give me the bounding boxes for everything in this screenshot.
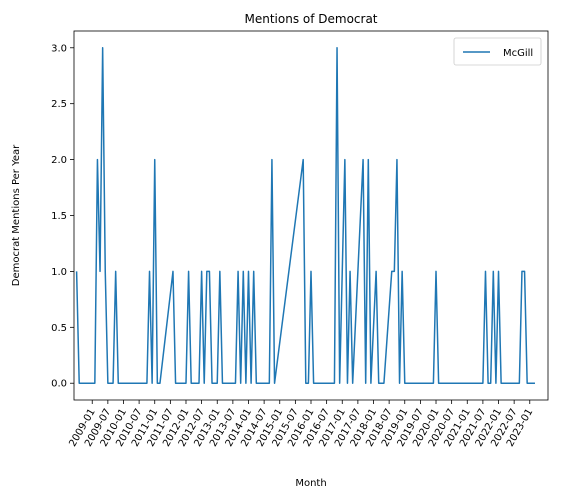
plot-area: 0.0 0.5 1.0 1.5 2.0 2.5 3.0 2009-012009-072010… bbox=[51, 30, 549, 449]
chart-title: Mentions of Democrat bbox=[244, 12, 377, 26]
x-axis-label: Month bbox=[295, 478, 326, 489]
legend: McGill bbox=[453, 37, 542, 66]
y-axis-label: Democrat Mentions Per Year bbox=[11, 144, 22, 286]
legend-box bbox=[453, 37, 542, 66]
y-tick-label: 2.0 bbox=[51, 155, 67, 166]
y-tick-label: 1.5 bbox=[51, 211, 67, 222]
y-tick-label: 1.0 bbox=[51, 267, 67, 278]
y-tick-label: 0.5 bbox=[51, 323, 67, 334]
y-tick-label: 2.5 bbox=[51, 99, 67, 110]
y-tick-label: 0.0 bbox=[51, 379, 67, 390]
legend-label-mcgill: McGill bbox=[503, 48, 533, 59]
x-axis: 2009-012009-072010-012010-072011-012011-… bbox=[67, 400, 535, 449]
y-tick-label: 3.0 bbox=[51, 43, 67, 54]
y-axis: 0.0 0.5 1.0 1.5 2.0 2.5 3.0 bbox=[51, 43, 74, 390]
series-line-mcgill bbox=[75, 47, 535, 384]
